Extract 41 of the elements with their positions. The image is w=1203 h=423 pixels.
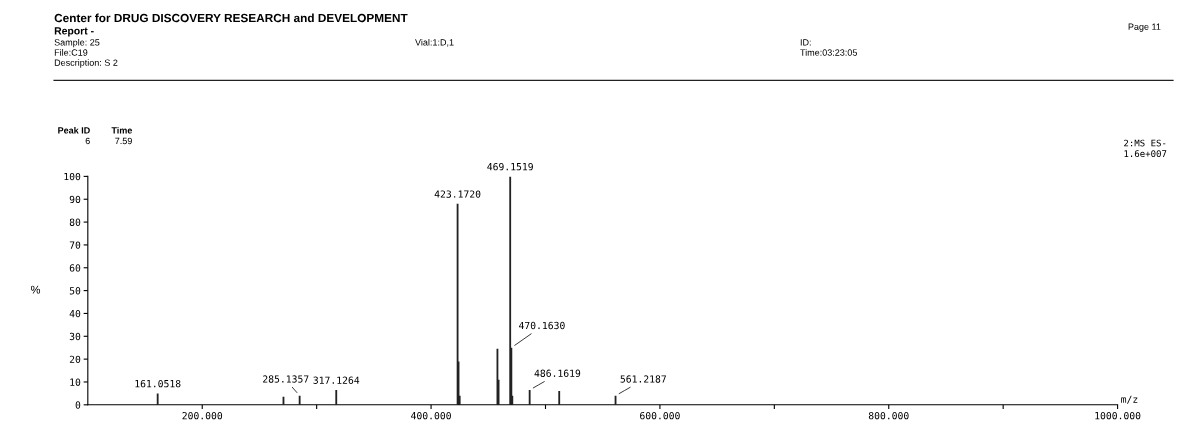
annotation: 423.1720 [434, 190, 481, 198]
y-tick-label: 10 [70, 378, 81, 386]
y-axis-title: % [30, 285, 41, 294]
text: Page 11 [1128, 23, 1161, 32]
y-tick-label: 20 [69, 355, 81, 363]
text: Sample: 25 [54, 38, 100, 48]
y-tick-label: 0 [75, 401, 81, 409]
y-tick-label: 50 [69, 287, 81, 295]
annotation: 161.0518 [135, 379, 181, 388]
text: Peak ID [58, 126, 90, 134]
y-tick-label: 90 [69, 195, 81, 204]
text: File:C19 [54, 49, 88, 56]
text: 2:MS ES- [1124, 139, 1166, 147]
y-tick-label: 30 [69, 332, 81, 341]
y-tick-label: 70 [69, 241, 81, 249]
annotation: 285.1357 [263, 375, 309, 383]
x-tick-label: 200.000 [182, 411, 223, 420]
text: 6 [85, 137, 90, 145]
annotation: 469.1519 [487, 162, 533, 171]
text: Vial:1:D,1 [415, 38, 454, 47]
y-tick-label: 60 [69, 264, 81, 272]
text: ID: [800, 39, 811, 46]
y-tick-label: 40 [69, 309, 81, 318]
y-tick-label: 100 [64, 172, 81, 181]
text: Description: S 2 [54, 59, 118, 68]
text: 1.6e+007 [1124, 150, 1167, 158]
annotation: 486.1619 [534, 369, 581, 377]
x-tick-label: 400.000 [411, 411, 451, 420]
annotation: 561.2187 [620, 375, 666, 383]
x-tick-label: 600.000 [640, 411, 680, 420]
annotation: 470.1630 [518, 321, 565, 330]
x-tick-label: 800.000 [868, 411, 909, 420]
text: 7.59 [115, 137, 132, 145]
annotation: 317.1264 [313, 376, 360, 384]
y-tick-label: 80 [69, 218, 81, 226]
chart-title: Center for DRUG DISCOVERY RESEARCH and DEVELOPMENT [54, 13, 408, 23]
text: Time [111, 126, 133, 134]
chart-subtitle: Report - [54, 27, 94, 37]
x-axis-title: m/z [1121, 395, 1138, 404]
text: Time:03:23:05 [800, 49, 857, 56]
x-tick-label: 1000.000 [1095, 411, 1141, 420]
